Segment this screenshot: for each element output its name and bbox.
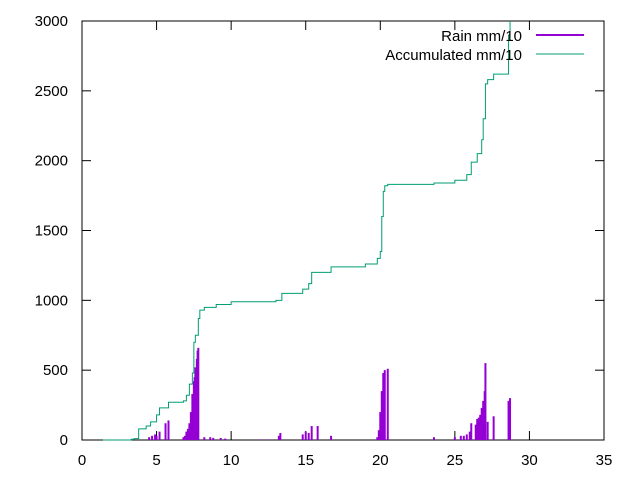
- legend: Rain mm/10 Accumulated mm/10: [385, 28, 584, 64]
- y-tick-label: 1500: [35, 223, 68, 240]
- y-tick-label: 1000: [35, 292, 68, 309]
- x-tick-label: 15: [297, 452, 314, 469]
- x-tick-label: 5: [152, 452, 160, 469]
- x-tick-label: 25: [447, 452, 464, 469]
- x-tick-label: 0: [78, 452, 86, 469]
- y-tick-label: 0: [60, 432, 68, 449]
- x-axis-ticks: 0 5 10 15 20 25 30 35: [78, 21, 613, 469]
- y-tick-label: 3000: [35, 13, 68, 30]
- rain-series: [131, 347, 512, 440]
- y-tick-label: 2500: [35, 83, 68, 100]
- x-tick-label: 30: [521, 452, 538, 469]
- legend-label-rain: Rain mm/10: [441, 28, 522, 45]
- y-tick-label: 2000: [35, 153, 68, 170]
- x-tick-label: 10: [223, 452, 240, 469]
- y-tick-label: 500: [43, 362, 68, 379]
- x-tick-label: 20: [372, 452, 389, 469]
- legend-label-accumulated: Accumulated mm/10: [385, 47, 522, 64]
- y-axis-ticks: 0 500 1000 1500 2000 2500 3000: [35, 13, 604, 449]
- chart-frame: [81, 20, 605, 441]
- accumulated-series-line: [102, 21, 511, 441]
- x-tick-label: 35: [596, 452, 613, 469]
